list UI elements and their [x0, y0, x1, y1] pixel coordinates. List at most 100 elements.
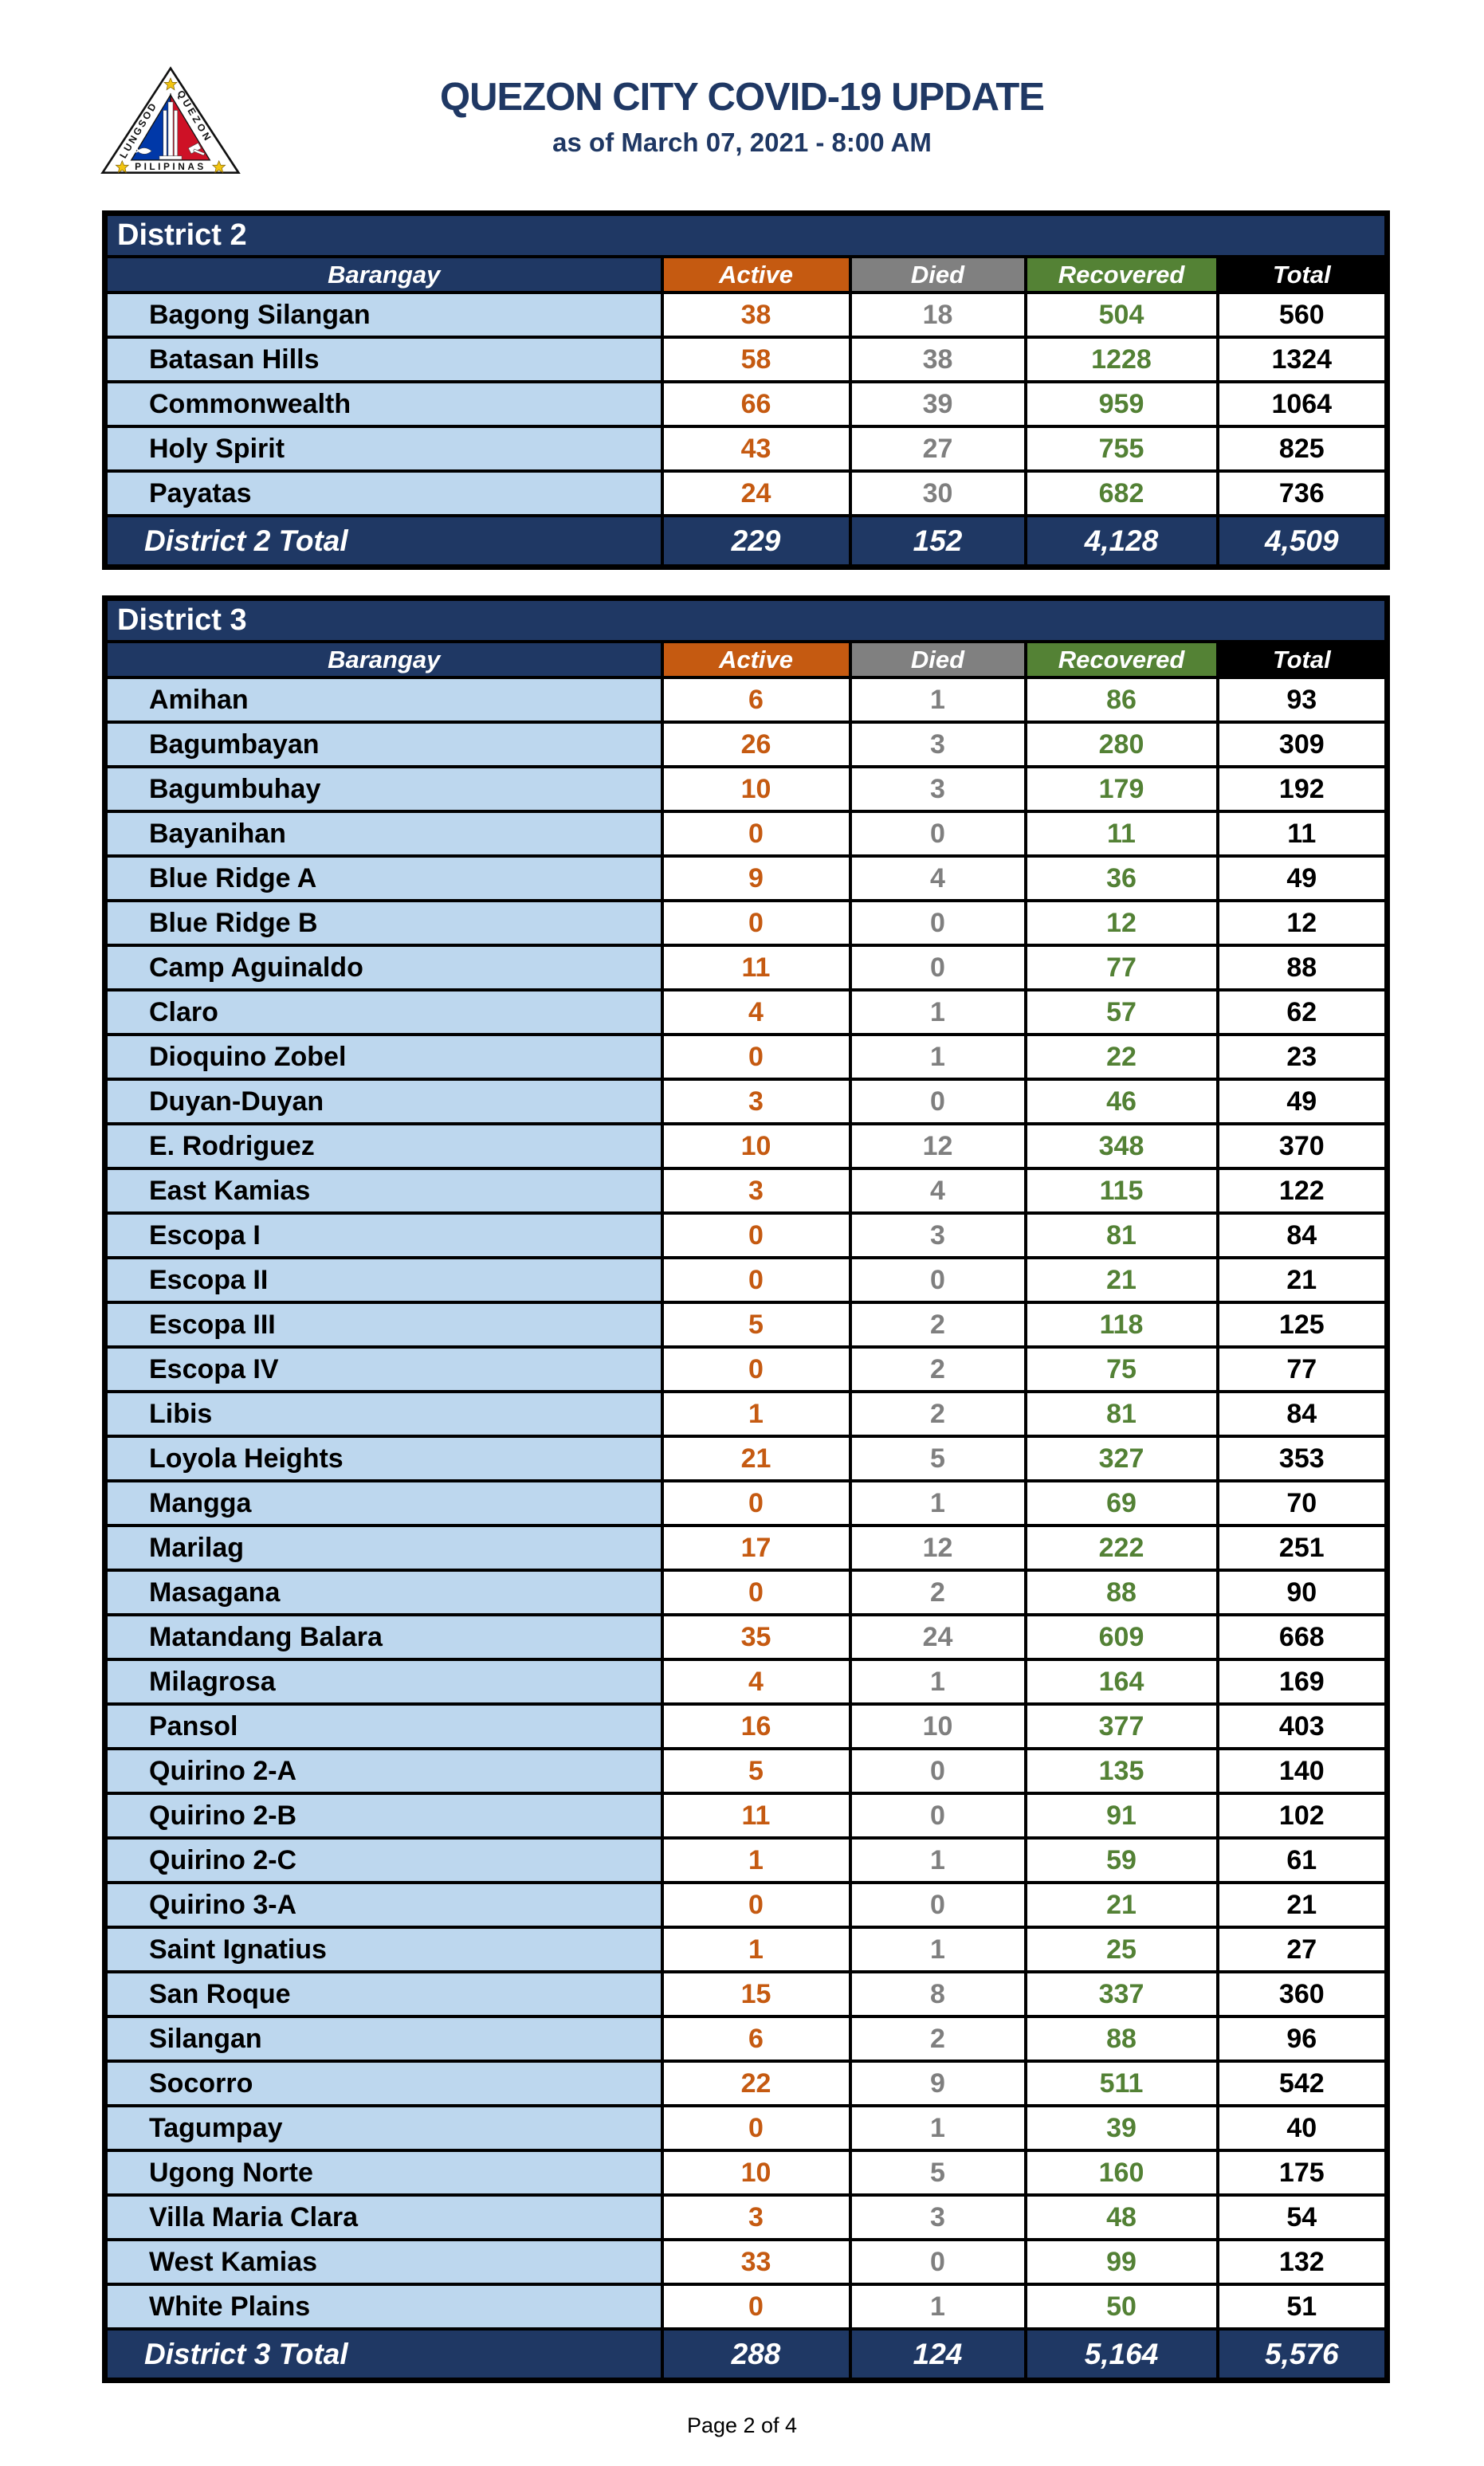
value-total: 169 — [1215, 1658, 1389, 1706]
barangay-name: East Kamias — [103, 1167, 664, 1215]
barangay-name: Bagumbuhay — [103, 765, 664, 813]
value-total: 23 — [1215, 1033, 1389, 1081]
value-total: 125 — [1215, 1301, 1389, 1349]
value-active: 10 — [660, 2149, 852, 2197]
value-recovered: 12 — [1023, 899, 1219, 947]
value-recovered: 46 — [1023, 1078, 1219, 1125]
table-row: Ugong Norte 10 5 160 175 — [103, 2149, 1389, 2197]
value-recovered: 504 — [1023, 291, 1219, 339]
value-died: 0 — [848, 810, 1027, 858]
table-row: Socorro 22 9 511 542 — [103, 2060, 1389, 2107]
star-icon-top — [163, 77, 178, 91]
table-row: Dioquino Zobel 0 1 22 23 — [103, 1033, 1389, 1081]
value-active: 33 — [660, 2238, 852, 2286]
page-number: Page 2 of 4 — [686, 2413, 798, 2437]
value-recovered: 280 — [1023, 721, 1219, 768]
barangay-name: Blue Ridge B — [103, 899, 664, 947]
value-recovered: 511 — [1023, 2060, 1219, 2107]
value-died: 2 — [848, 1569, 1027, 1616]
column-header-row: Barangay Active Died Recovered Total — [103, 640, 1389, 679]
table-row: East Kamias 3 4 115 122 — [103, 1167, 1389, 1215]
value-died: 0 — [848, 1078, 1027, 1125]
value-recovered: 327 — [1023, 1435, 1219, 1482]
value-died: 0 — [848, 944, 1027, 992]
value-active: 0 — [660, 1256, 852, 1304]
quezon-city-seal-logo: LUNGSOD QUEZON PILIPINAS — [100, 66, 241, 175]
value-active: 6 — [660, 2015, 852, 2063]
value-active: 10 — [660, 765, 852, 813]
barangay-name: Escopa IV — [103, 1345, 664, 1393]
value-active: 1 — [660, 1836, 852, 1884]
value-recovered: 755 — [1023, 425, 1219, 473]
value-active: 26 — [660, 721, 852, 768]
district-total-active: 229 — [660, 514, 852, 569]
table-row: Quirino 2-A 5 0 135 140 — [103, 1747, 1389, 1795]
value-total: 175 — [1215, 2149, 1389, 2197]
value-died: 0 — [848, 1881, 1027, 1929]
value-total: 49 — [1215, 854, 1389, 902]
value-total: 96 — [1215, 2015, 1389, 2063]
seal-text-pilipinas: PILIPINAS — [135, 161, 206, 172]
page-header: LUNGSOD QUEZON PILIPINAS QUEZON CITY COV… — [0, 0, 1484, 175]
value-died: 3 — [848, 765, 1027, 813]
value-recovered: 1228 — [1023, 336, 1219, 383]
value-total: 90 — [1215, 1569, 1389, 1616]
barangay-name: Holy Spirit — [103, 425, 664, 473]
value-active: 22 — [660, 2060, 852, 2107]
district-title-row: District 3 — [103, 596, 1389, 643]
value-died: 1 — [848, 1836, 1027, 1884]
value-died: 12 — [848, 1524, 1027, 1572]
value-died: 1 — [848, 1658, 1027, 1706]
column-header-total: Total — [1215, 255, 1389, 294]
value-total: 84 — [1215, 1211, 1389, 1259]
value-died: 0 — [848, 1747, 1027, 1795]
table-row: West Kamias 33 0 99 132 — [103, 2238, 1389, 2286]
value-active: 35 — [660, 1613, 852, 1661]
value-active: 3 — [660, 1167, 852, 1215]
barangay-name: Dioquino Zobel — [103, 1033, 664, 1081]
value-recovered: 21 — [1023, 1256, 1219, 1304]
value-active: 1 — [660, 1926, 852, 1973]
table-row: Marilag 17 12 222 251 — [103, 1524, 1389, 1572]
column-header-active: Active — [660, 255, 852, 294]
barangay-name: Silangan — [103, 2015, 664, 2063]
value-recovered: 39 — [1023, 2104, 1219, 2152]
value-active: 1 — [660, 1390, 852, 1438]
barangay-name: Escopa II — [103, 1256, 664, 1304]
district-title-row: District 2 — [103, 211, 1389, 258]
value-died: 10 — [848, 1702, 1027, 1750]
barangay-name: Camp Aguinaldo — [103, 944, 664, 992]
value-died: 9 — [848, 2060, 1027, 2107]
value-recovered: 69 — [1023, 1479, 1219, 1527]
value-died: 1 — [848, 1033, 1027, 1081]
value-total: 21 — [1215, 1256, 1389, 1304]
barangay-name: Escopa I — [103, 1211, 664, 1259]
barangay-name: Masagana — [103, 1569, 664, 1616]
value-active: 3 — [660, 1078, 852, 1125]
value-active: 11 — [660, 1792, 852, 1840]
barangay-name: Saint Ignatius — [103, 1926, 664, 1973]
value-recovered: 609 — [1023, 1613, 1219, 1661]
value-total: 102 — [1215, 1792, 1389, 1840]
page-subtitle: as of March 07, 2021 - 8:00 AM — [552, 128, 932, 157]
barangay-name: Mangga — [103, 1479, 664, 1527]
value-recovered: 22 — [1023, 1033, 1219, 1081]
value-active: 66 — [660, 380, 852, 428]
table-row: Bagumbuhay 10 3 179 192 — [103, 765, 1389, 813]
table-row: Batasan Hills 58 38 1228 1324 — [103, 336, 1389, 383]
table-row: Matandang Balara 35 24 609 668 — [103, 1613, 1389, 1661]
value-recovered: 88 — [1023, 1569, 1219, 1616]
value-total: 825 — [1215, 425, 1389, 473]
value-died: 3 — [848, 721, 1027, 768]
value-total: 11 — [1215, 810, 1389, 858]
value-recovered: 222 — [1023, 1524, 1219, 1572]
value-recovered: 118 — [1023, 1301, 1219, 1349]
value-recovered: 75 — [1023, 1345, 1219, 1393]
value-died: 3 — [848, 2193, 1027, 2241]
value-died: 24 — [848, 1613, 1027, 1661]
value-total: 93 — [1215, 676, 1389, 724]
value-recovered: 86 — [1023, 676, 1219, 724]
value-active: 9 — [660, 854, 852, 902]
barangay-name: Bayanihan — [103, 810, 664, 858]
value-total: 403 — [1215, 1702, 1389, 1750]
